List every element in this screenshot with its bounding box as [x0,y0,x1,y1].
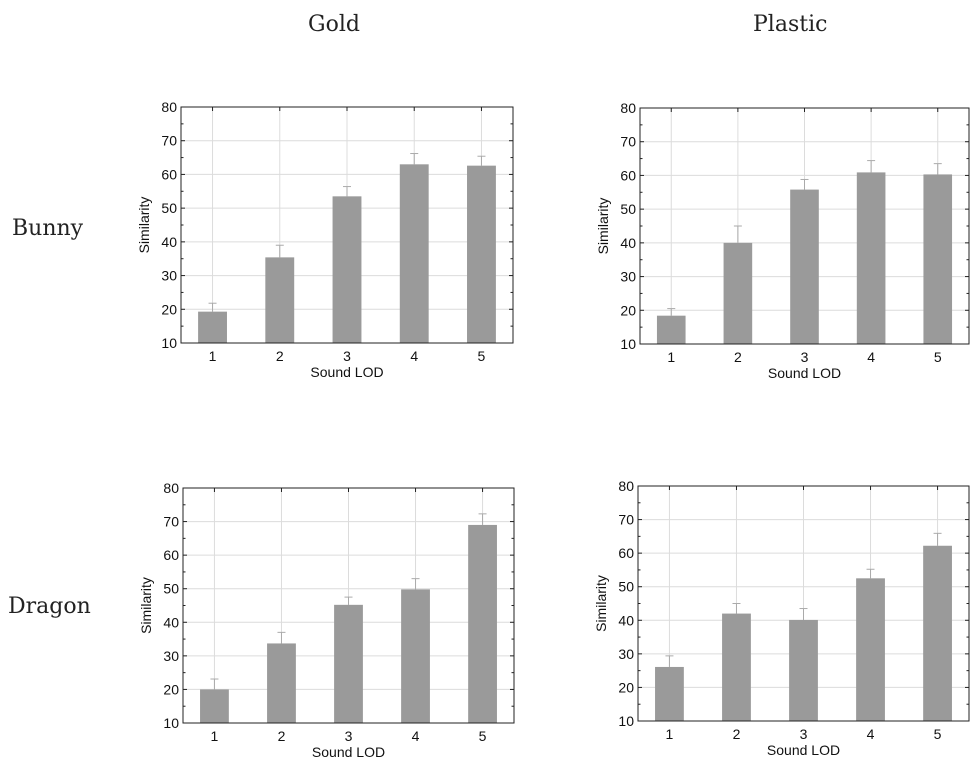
y-tick-label: 70 [618,512,634,528]
y-tick-label: 70 [161,133,177,149]
row-header-dragon: Dragon [8,594,91,619]
x-tick-label: 5 [934,349,942,365]
bar [468,524,497,723]
y-tick-label: 60 [161,166,177,182]
bar [723,242,753,344]
bar [856,578,885,721]
bar [198,311,227,343]
x-tick-label: 1 [211,728,219,744]
x-axis-label: Sound LOD [312,744,385,760]
y-tick-label: 30 [620,269,636,285]
bar [655,666,684,721]
y-axis-label: Similarity [595,198,611,255]
y-tick-label: 50 [163,581,179,597]
y-axis-label: Similarity [138,577,154,634]
bar [265,257,295,343]
x-tick-label: 2 [734,349,742,365]
y-tick-label: 30 [618,646,634,662]
x-tick-label: 4 [867,349,875,365]
y-tick-label: 30 [163,648,179,664]
x-tick-label: 5 [934,726,942,742]
y-tick-label: 50 [618,579,634,595]
y-tick-label: 70 [163,514,179,530]
x-axis-label: Sound LOD [767,742,840,758]
y-tick-label: 10 [618,713,634,729]
x-tick-label: 3 [343,348,351,364]
y-tick-label: 40 [163,614,179,630]
bar [790,189,819,344]
bar [467,165,496,343]
x-tick-label: 4 [867,726,875,742]
x-tick-label: 2 [733,726,741,742]
x-axis-label: Sound LOD [310,364,383,380]
bar [722,613,751,721]
bar [200,689,229,723]
y-tick-label: 20 [620,302,636,318]
x-tick-label: 3 [801,349,809,365]
y-tick-label: 60 [618,545,634,561]
bar [332,196,362,343]
y-axis-label: Similarity [593,575,609,632]
x-tick-label: 1 [666,726,674,742]
x-tick-label: 1 [209,348,217,364]
column-header-plastic: Plastic [753,12,828,37]
plot-frame [639,107,970,345]
y-tick-label: 80 [620,100,636,116]
plot-frame [637,485,970,722]
x-tick-label: 5 [479,728,487,744]
column-header-gold: Gold [308,12,360,37]
x-axis-label: Sound LOD [768,365,841,381]
plot-frame [180,106,514,344]
y-tick-label: 10 [163,715,179,731]
bar [334,604,363,723]
y-tick-label: 80 [618,478,634,494]
bar [267,643,296,723]
y-axis-label: Similarity [136,197,152,254]
x-tick-label: 3 [800,726,808,742]
y-tick-label: 20 [161,301,177,317]
y-tick-label: 80 [163,480,179,496]
y-tick-label: 20 [163,681,179,697]
y-tick-label: 50 [161,200,177,216]
bar [856,172,886,344]
y-tick-label: 70 [620,134,636,150]
y-tick-label: 40 [620,235,636,251]
bar [401,589,430,723]
y-tick-label: 60 [620,167,636,183]
y-tick-label: 80 [161,99,177,115]
bar [656,315,686,344]
row-header-bunny: Bunny [12,216,84,241]
y-tick-label: 10 [161,335,177,351]
bar [399,164,429,343]
x-tick-label: 4 [412,728,420,744]
plot-frame [182,487,515,724]
x-tick-label: 1 [667,349,675,365]
x-tick-label: 4 [410,348,418,364]
y-tick-label: 60 [163,547,179,563]
bar [923,545,952,721]
x-tick-label: 3 [345,728,353,744]
y-tick-label: 50 [620,201,636,217]
y-tick-label: 40 [161,234,177,250]
x-tick-label: 2 [278,728,286,744]
bar [923,174,953,344]
y-tick-label: 30 [161,268,177,284]
bar [789,619,818,721]
y-tick-label: 20 [618,679,634,695]
x-tick-label: 2 [276,348,284,364]
y-tick-label: 10 [620,336,636,352]
y-tick-label: 40 [618,612,634,628]
x-tick-label: 5 [478,348,486,364]
